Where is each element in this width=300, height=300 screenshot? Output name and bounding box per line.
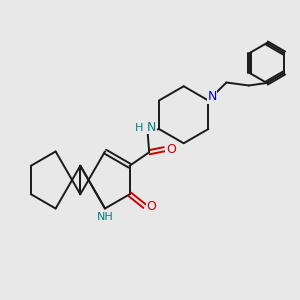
Text: NH: NH (97, 212, 113, 222)
Text: N: N (207, 90, 217, 104)
Text: N: N (147, 121, 156, 134)
Text: O: O (146, 200, 156, 213)
Text: H: H (135, 123, 143, 133)
Text: O: O (166, 143, 176, 156)
